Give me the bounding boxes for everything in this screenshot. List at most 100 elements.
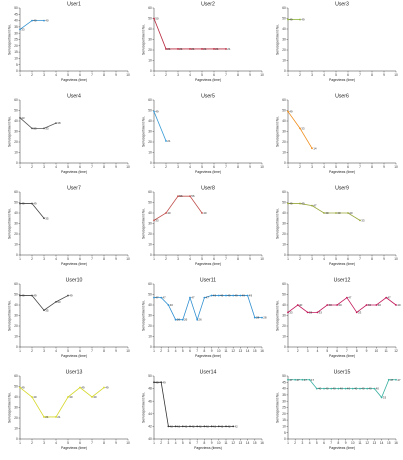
y-tick-label: 50 [148, 374, 152, 378]
data-label: 26 [177, 318, 181, 322]
y-tick-label: 60 [282, 6, 286, 10]
x-tick-label: 5 [335, 165, 337, 169]
y-tick-label: 20 [282, 48, 286, 52]
x-axis-label: Pageviews (time) [195, 78, 221, 82]
x-tick-label: 1 [287, 73, 289, 77]
chart-title: User15 [334, 370, 351, 376]
x-tick-label: 8 [356, 349, 358, 353]
x-tick-label: 1 [287, 441, 289, 445]
data-point [160, 296, 163, 299]
x-tick-label: 2 [165, 257, 167, 261]
y-tick-label: 30 [14, 222, 18, 226]
x-tick-label: 9 [211, 349, 213, 353]
y-tick-label: 40 [148, 119, 152, 123]
data-point [31, 396, 33, 398]
chart-title: User10 [66, 278, 83, 284]
data-point [189, 425, 191, 428]
data-point [294, 378, 297, 381]
y-tick-label: 44 [148, 412, 152, 416]
x-tick-label: 1 [153, 257, 155, 261]
data-point [344, 387, 347, 390]
y-tick-label: 30 [148, 38, 152, 42]
y-tick-label: 50 [282, 17, 286, 21]
data-point [351, 387, 354, 390]
data-point [43, 127, 45, 130]
data-point [31, 294, 33, 297]
data-point [359, 387, 361, 390]
x-tick-label: 6 [79, 165, 81, 169]
data-point [103, 386, 105, 389]
data-point [67, 396, 69, 398]
y-tick-label: 40 [282, 27, 286, 31]
y-tick-label: 20 [282, 324, 286, 328]
y-tick-label: 0 [284, 345, 286, 349]
chart-title: User14 [200, 370, 217, 376]
y-tick-label: 40 [148, 27, 152, 31]
x-tick-label: 3 [177, 73, 179, 77]
data-point [315, 387, 318, 390]
series-line [287, 297, 397, 313]
data-label: 33 [361, 218, 365, 222]
data-point [366, 387, 369, 390]
chart-title: User8 [201, 186, 215, 192]
data-label: 33 [301, 126, 305, 130]
y-tick-label: 40 [282, 303, 286, 307]
data-label: 42 [206, 424, 210, 428]
x-tick-label: 1 [19, 349, 21, 353]
series-line [154, 381, 234, 427]
y-axis-label: Serviceportment No. [8, 116, 12, 147]
data-label: 33 [309, 310, 313, 314]
chart-panel-9: User9 0 10 20 30 40 50 60 1 2 3 4 5 6 7 8 9 10 Pageviews (… [276, 186, 398, 267]
x-tick-label: 12 [365, 441, 369, 445]
x-tick-label: 1 [19, 441, 21, 445]
data-label: 21 [57, 415, 61, 419]
y-tick-label: 50 [148, 109, 152, 113]
series-line [153, 111, 167, 142]
x-tick-label: 10 [394, 73, 398, 77]
data-point [153, 17, 155, 20]
data-label: 47 [397, 378, 401, 382]
data-label: 47 [162, 296, 166, 300]
y-tick-label: 35 [282, 393, 286, 397]
y-tick-label: 40 [148, 211, 152, 215]
chart-panel-13: User13 0 10 20 30 40 50 60 1 2 3 4 5 6 7 8 9 10 Pageviews … [8, 370, 130, 451]
data-label: 33 [383, 395, 387, 399]
y-tick-label: 60 [148, 190, 152, 194]
y-tick-label: 46 [148, 399, 152, 403]
x-tick-label: 9 [115, 165, 117, 169]
data-point [31, 202, 33, 205]
x-axis-label: Pageviews (time) [195, 262, 221, 266]
x-axis-label: Pageviews (time) [195, 354, 221, 358]
x-axis-label: Pageviews (time) [329, 170, 355, 174]
chart-title: User11 [200, 278, 216, 284]
x-tick-label: 8 [204, 441, 206, 445]
x-tick-label: 13 [239, 349, 243, 353]
x-tick-label: 5 [316, 441, 318, 445]
data-label: 26 [198, 318, 202, 322]
x-tick-label: 7 [91, 441, 93, 445]
data-label: 47 [289, 378, 293, 382]
chart-title: User4 [67, 94, 81, 100]
data-label: 40 [33, 395, 37, 399]
y-tick-label: 50 [282, 109, 286, 113]
data-point [311, 204, 313, 207]
y-tick-label: 5 [16, 63, 18, 67]
x-tick-label: 14 [380, 441, 384, 445]
x-tick-label: 16 [394, 441, 398, 445]
x-tick-label: 7 [346, 349, 348, 353]
y-tick-label: 10 [282, 425, 286, 429]
chart-title: User13 [66, 370, 83, 376]
data-label: 47 [191, 296, 195, 300]
y-tick-label: 40 [14, 19, 18, 23]
data-label: 49 [21, 294, 25, 298]
data-point [261, 316, 263, 319]
y-tick-label: 30 [282, 222, 286, 226]
x-tick-label: 11 [358, 441, 362, 445]
x-tick-label: 1 [19, 73, 21, 77]
data-label: 40 [325, 387, 329, 391]
data-point [67, 294, 69, 297]
x-tick-label: 6 [79, 349, 81, 353]
y-tick-label: 20 [148, 48, 152, 52]
data-label: 56 [191, 194, 195, 198]
x-tick-label: 13 [373, 441, 377, 445]
